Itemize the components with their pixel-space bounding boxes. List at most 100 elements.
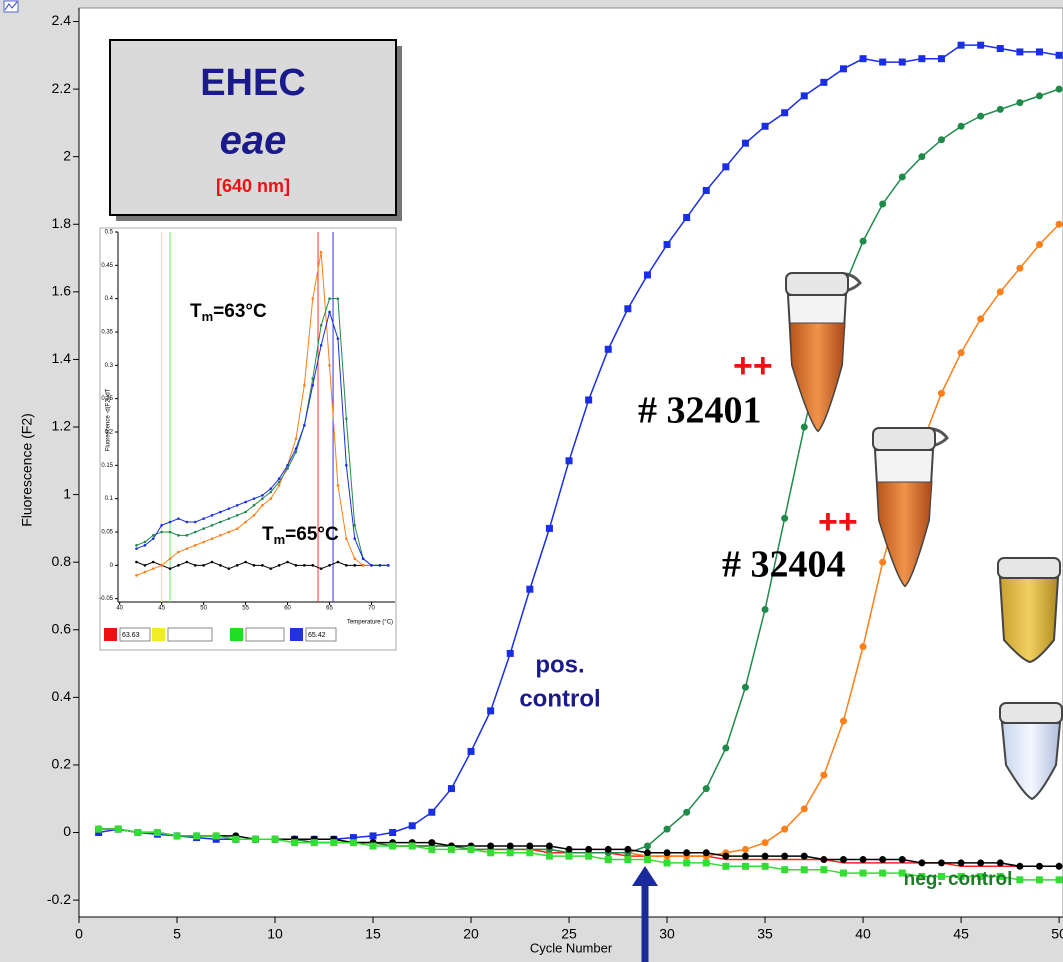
point <box>1036 241 1043 248</box>
point <box>722 853 729 860</box>
point <box>781 866 788 873</box>
point <box>526 849 533 856</box>
point <box>801 853 808 860</box>
point <box>801 866 808 873</box>
point <box>1016 48 1023 55</box>
point <box>1056 876 1063 883</box>
point <box>253 504 256 507</box>
result-label: ++ <box>818 503 858 541</box>
point <box>428 809 435 816</box>
box-wavelength: [640 nm] <box>216 176 290 196</box>
point <box>801 92 808 99</box>
y-tick-label: 0.1 <box>105 496 114 502</box>
y-tick-label: -0.2 <box>47 891 71 907</box>
point <box>228 507 231 510</box>
point <box>624 846 631 853</box>
point <box>801 424 808 431</box>
point <box>409 822 416 829</box>
point <box>448 785 455 792</box>
point <box>253 514 256 517</box>
legend-label: 65.42 <box>308 632 326 639</box>
point <box>345 537 348 540</box>
point <box>389 843 396 850</box>
point <box>644 856 651 863</box>
point <box>1036 48 1043 55</box>
y-tick-label: 1.6 <box>52 283 72 299</box>
point <box>152 537 155 540</box>
point <box>389 829 396 836</box>
point <box>244 501 247 504</box>
point <box>1036 863 1043 870</box>
inset: -0.0500.050.10.150.20.250.30.350.40.450.… <box>99 228 396 650</box>
point <box>272 836 279 843</box>
point <box>742 140 749 147</box>
point <box>202 541 205 544</box>
point <box>194 564 197 567</box>
point <box>860 856 867 863</box>
point <box>840 65 847 72</box>
point <box>624 856 631 863</box>
point <box>1056 86 1063 93</box>
y-tick-label: 0.3 <box>105 363 114 369</box>
point <box>295 437 298 440</box>
point <box>781 853 788 860</box>
legend-swatch <box>230 628 243 641</box>
y-tick-label: 0.5 <box>105 230 114 236</box>
point <box>174 832 181 839</box>
x-tick-label: 35 <box>757 926 773 942</box>
point <box>160 531 163 534</box>
point <box>202 564 205 567</box>
pos-control-label: pos. <box>535 651 584 678</box>
point <box>703 785 710 792</box>
point <box>997 288 1004 295</box>
point <box>409 843 416 850</box>
y-tick-label: 1.8 <box>52 215 72 231</box>
tm-label: Tm=63°C <box>190 301 267 324</box>
x-tick-label: 70 <box>368 606 375 612</box>
x-tick-label: 10 <box>267 926 283 942</box>
point <box>362 564 365 567</box>
point <box>428 839 435 846</box>
inset-x-label: Temperature (°C) <box>347 620 393 626</box>
point <box>286 467 289 470</box>
point <box>487 843 494 850</box>
point <box>144 544 147 547</box>
point <box>320 324 323 327</box>
y-tick-label: 0.2 <box>52 756 72 772</box>
point <box>977 859 984 866</box>
point <box>1056 863 1063 870</box>
point <box>742 846 749 853</box>
point <box>860 55 867 62</box>
point <box>507 843 514 850</box>
point <box>879 856 886 863</box>
point <box>820 772 827 779</box>
point <box>840 718 847 725</box>
point <box>228 517 231 520</box>
point <box>135 574 138 577</box>
point <box>177 534 180 537</box>
point <box>244 521 247 524</box>
point <box>781 826 788 833</box>
y-tick-label: -0.05 <box>99 596 113 602</box>
point <box>977 315 984 322</box>
y-tick-label: 2.2 <box>52 80 72 96</box>
point <box>211 524 214 527</box>
point <box>566 846 573 853</box>
point <box>938 859 945 866</box>
point <box>624 305 631 312</box>
point <box>320 567 323 570</box>
legend-field <box>168 628 212 641</box>
y-tick-label: 1 <box>63 485 71 501</box>
point <box>186 547 189 550</box>
point <box>211 561 214 564</box>
point <box>879 870 886 877</box>
point <box>683 809 690 816</box>
point <box>899 59 906 66</box>
point <box>664 859 671 866</box>
point <box>468 748 475 755</box>
legend-field <box>246 628 284 641</box>
point <box>683 214 690 221</box>
point <box>353 564 356 567</box>
point <box>261 497 264 500</box>
point <box>320 344 323 347</box>
